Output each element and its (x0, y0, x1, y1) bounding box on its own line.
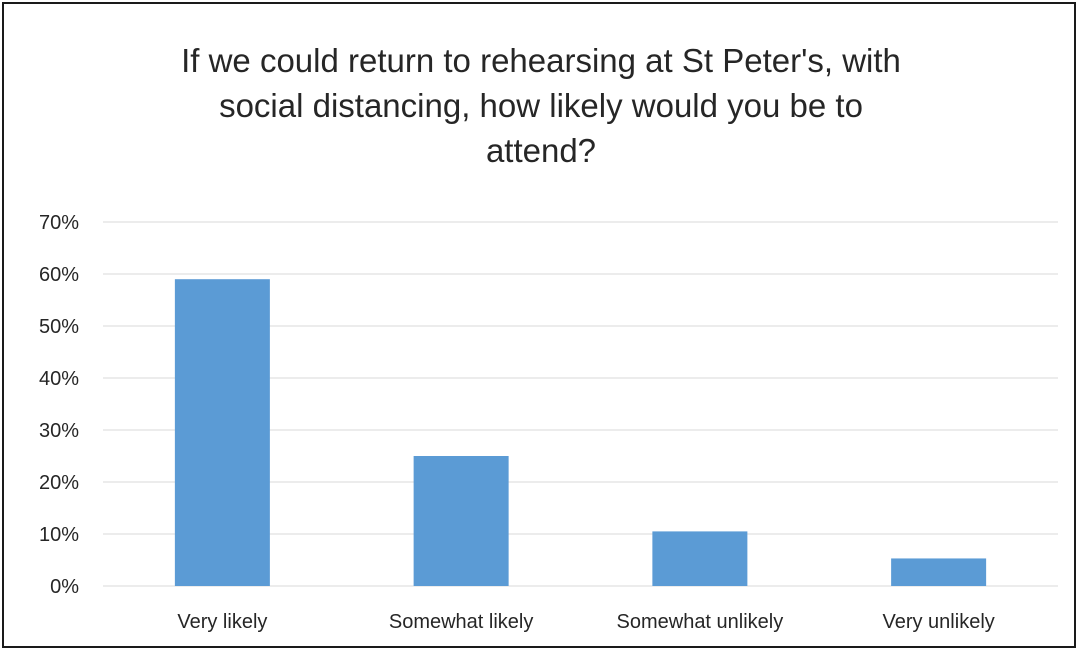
y-axis-ticks: 0% 10% 20% 30% 40% 50% 60% 70% (39, 212, 79, 598)
y-tick-label: 30% (39, 420, 79, 442)
chart-title-line-1: If we could return to rehearsing at St P… (181, 42, 901, 79)
y-tick-label: 50% (39, 316, 79, 338)
y-tick-label: 10% (39, 524, 79, 546)
y-tick-label: 70% (39, 212, 79, 234)
y-tick-label: 60% (39, 264, 79, 286)
x-tick-label: Very likely (177, 611, 267, 633)
bars (174, 279, 987, 586)
chart-title-line-2: social distancing, how likely would you … (219, 87, 863, 124)
x-tick-label: Somewhat unlikely (617, 611, 784, 633)
x-tick-label: Somewhat likely (389, 611, 534, 633)
y-tick-label: 0% (50, 576, 79, 598)
bar-somewhat-unlikely (652, 531, 748, 586)
x-axis-ticks: Very likely Somewhat likely Somewhat unlik… (177, 611, 994, 633)
bar-somewhat-likely (413, 456, 509, 586)
bar-very-unlikely (891, 558, 987, 586)
y-tick-label: 20% (39, 472, 79, 494)
x-tick-label: Very unlikely (882, 611, 994, 633)
y-tick-label: 40% (39, 368, 79, 390)
bar-very-likely (174, 279, 270, 586)
chart-title: If we could return to rehearsing at St P… (0, 38, 1082, 173)
chart-title-line-3: attend? (485, 132, 597, 169)
